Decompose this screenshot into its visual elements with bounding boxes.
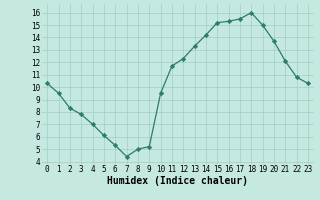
- X-axis label: Humidex (Indice chaleur): Humidex (Indice chaleur): [107, 176, 248, 186]
